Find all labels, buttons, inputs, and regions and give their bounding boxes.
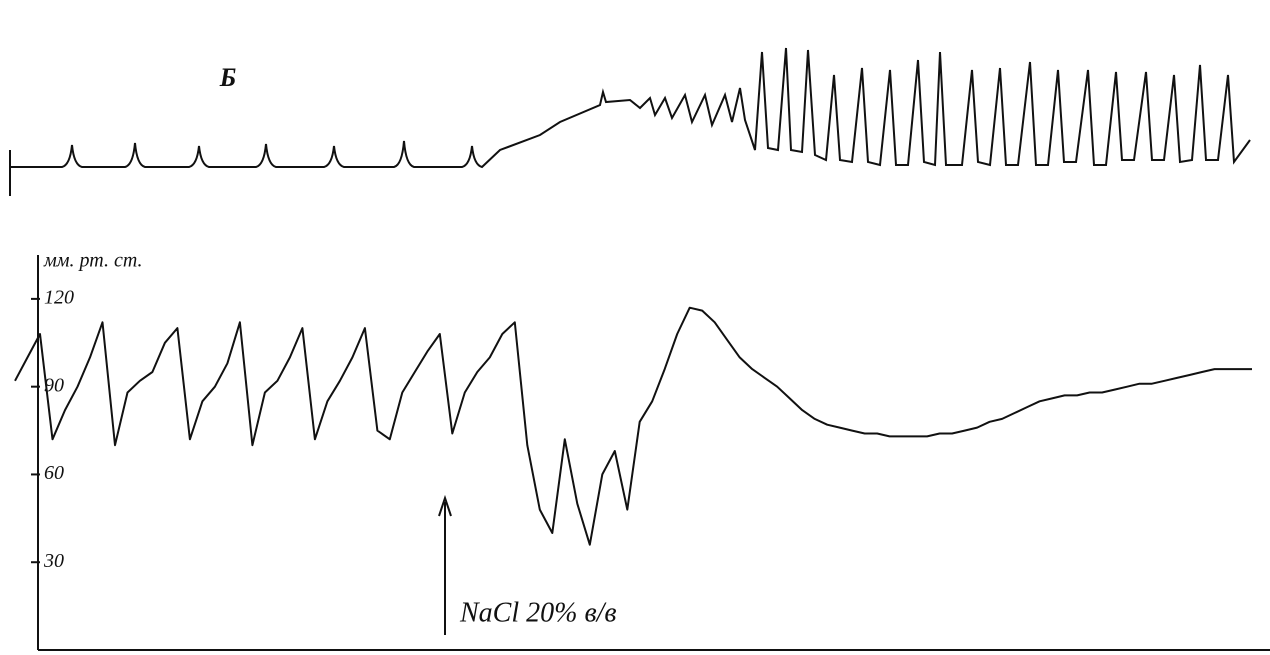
annotation: NaCl 20% в/в (459, 597, 617, 628)
panel-label: Б (219, 63, 237, 92)
y-tick-label: 90 (44, 374, 64, 396)
arrow-head (438, 494, 452, 517)
y-tick-label: 60 (44, 462, 64, 484)
y-tick-label: 30 (43, 550, 64, 572)
y-axis-label: мм. рт. ст. (43, 250, 143, 272)
pressure-trace (14, 306, 1252, 546)
respiration-trace (10, 47, 1251, 169)
y-tick-label: 120 (44, 286, 74, 308)
